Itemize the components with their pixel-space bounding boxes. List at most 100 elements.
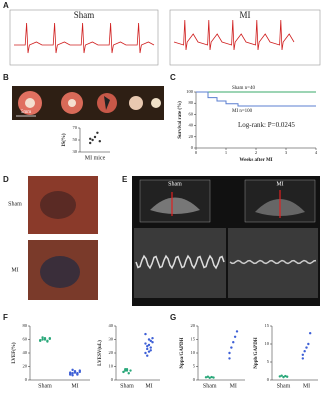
ecg-title: Sham [74,10,95,20]
y-axis-label: Nppb/GAPDH [254,337,259,369]
data-point [301,353,305,356]
y-tick-label: 30 [73,149,78,154]
panel-label: G [170,313,176,322]
data-point [151,341,154,344]
series-label: MI n=100 [232,109,253,114]
x-tick-label: 2 [255,150,257,155]
data-point [232,341,235,344]
y-axis-label: Nppa/GAPDH [180,337,185,368]
data-point [307,342,310,346]
data-point [208,376,211,380]
heart [40,256,80,288]
data-point [228,357,231,360]
data-point [305,346,308,349]
y-tick-label: 20 [23,364,28,369]
y-tick-label: 20 [191,323,196,328]
y-axis-label: IS(%) [62,133,67,146]
data-point [71,372,74,375]
echo-label: MI [276,181,283,187]
heart-slice [129,96,143,110]
m-mode-wave [135,254,225,270]
y-tick-label: 5 [193,364,196,369]
y-tick-label: 0 [193,377,196,382]
data-point [93,135,97,139]
panel-label: B [3,73,9,82]
x-tick-label: MI [145,383,152,389]
data-point [71,374,74,377]
panel-label: F [3,313,8,322]
heart-slice [104,96,110,110]
x-tick-label: MI [303,383,310,389]
y-axis-label: LVEF(%) [12,342,17,364]
y-tick-label: 10 [191,350,196,355]
data-point [98,140,102,143]
panel-label: C [170,73,176,82]
x-tick-label: Sham [38,383,52,389]
x-tick-label: MI mice [85,155,106,161]
panel-label: D [3,175,9,184]
data-point [96,131,99,134]
data-point [76,373,79,376]
data-point [144,342,147,345]
data-point [146,345,149,348]
data-point [122,370,125,374]
data-point [129,369,132,372]
y-tick-label: 40 [109,323,114,328]
data-point [308,332,312,335]
y-tick-label: 0 [111,377,114,382]
data-point [149,339,152,343]
data-point [41,338,44,341]
y-tick-label: 10 [109,364,114,369]
y-tick-label: 80 [23,323,28,328]
m-mode-wave [229,259,317,265]
y-tick-label: 80 [189,100,194,105]
x-tick-label: 1 [225,150,227,155]
heart [40,191,76,219]
data-point [230,346,233,349]
x-tick-label: 4 [315,150,318,155]
y-tick-label: 30 [109,337,114,342]
y-tick-label: 10 [265,341,270,346]
heart-slice [68,99,76,107]
data-point [210,375,213,379]
ecg-trace [173,19,295,51]
data-point [89,137,92,140]
x-axis-label: Weeks after MI [239,158,272,163]
x-tick-label: MI [71,383,78,389]
data-point [280,374,283,377]
data-point [146,354,149,357]
data-point [147,350,151,353]
y-axis-label: Survival rate (%) [178,101,183,139]
y-tick-label: 5 [267,359,270,364]
y-tick-label: 20 [189,134,194,139]
y-tick-label: 40 [189,123,194,128]
data-point [41,336,44,339]
y-tick-label: 20 [109,350,114,355]
x-tick-label: Sham [120,383,134,389]
y-tick-label: 0 [191,145,194,150]
survival-line [196,91,316,107]
photo-label: Sham [8,201,22,207]
ecg-box [9,9,159,66]
data-point [147,338,151,341]
data-point [301,357,305,360]
data-point [147,343,151,347]
echo-label: Sham [168,181,182,187]
data-point [69,372,72,376]
data-point [151,336,154,340]
ecg-title: MI [240,10,251,20]
y-tick-label: 100 [186,89,194,94]
echo-view [150,197,200,214]
y-tick-label: 15 [191,337,196,342]
data-point [303,350,306,353]
data-point [89,141,92,145]
y-tick-label: 60 [189,111,194,116]
data-point [233,335,237,338]
data-point [144,332,147,336]
data-point [43,338,47,341]
data-point [125,369,129,372]
x-tick-label: Sham [277,383,291,389]
panel-label: A [3,1,9,10]
data-point [127,372,130,375]
